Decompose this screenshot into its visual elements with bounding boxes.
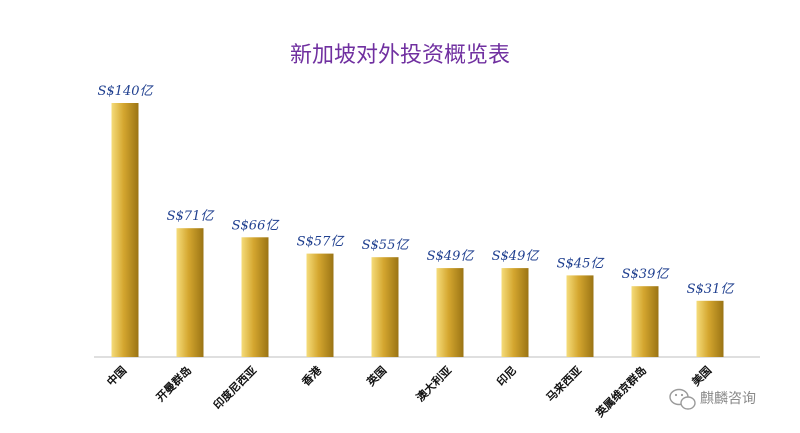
value-label-4: S$57亿 (297, 235, 346, 250)
category-label-6: 澳大利亚 (413, 363, 454, 404)
value-label-7: S$49亿 (492, 249, 541, 264)
category-label-5: 英国 (363, 363, 389, 389)
category-label-3: 印度尼西亚 (210, 363, 259, 412)
value-label-8: S$45亿 (557, 256, 606, 271)
bar-2 (176, 228, 204, 357)
category-label-4: 香港 (298, 363, 325, 390)
bar-6 (436, 268, 464, 357)
chart-title: 新加坡对外投资概览表 (290, 43, 510, 68)
category-label-1: 中国 (104, 363, 129, 388)
bar-8 (566, 275, 594, 357)
bar-7 (501, 268, 529, 357)
value-label-6: S$49亿 (427, 249, 476, 264)
wechat-icon (669, 388, 696, 410)
value-label-5: S$55亿 (362, 238, 411, 253)
category-label-2: 开曼群岛 (153, 363, 194, 404)
category-label-8: 马来西亚 (543, 363, 584, 404)
bar-10 (696, 300, 724, 357)
value-label-1: S$140亿 (98, 84, 155, 99)
watermark: 麒麟咨询 (669, 388, 756, 410)
bar-9 (631, 286, 659, 357)
bar-1 (111, 103, 139, 357)
value-label-9: S$39亿 (622, 267, 671, 282)
value-labels-group: S$140亿 S$71亿 S$66亿 S$57亿 S$55亿 S$49亿 S$49亿 S$45… (98, 84, 736, 297)
category-labels-group: 中国 开曼群岛 印度尼西亚 香港 英国 澳大利亚 印尼 马来西亚 英属维京群岛 美国 (104, 363, 714, 421)
value-label-2: S$71亿 (167, 209, 216, 224)
category-label-10: 美国 (689, 363, 714, 388)
bar-5 (371, 257, 399, 357)
value-label-3: S$66亿 (232, 218, 281, 233)
bar-4 (306, 253, 334, 357)
bars-group (111, 103, 724, 357)
value-label-10: S$31亿 (687, 282, 736, 297)
category-label-7: 印尼 (494, 364, 519, 389)
watermark-text: 麒麟咨询 (700, 391, 756, 407)
bar-3 (241, 237, 269, 357)
category-label-9: 英属维京群岛 (592, 363, 649, 420)
